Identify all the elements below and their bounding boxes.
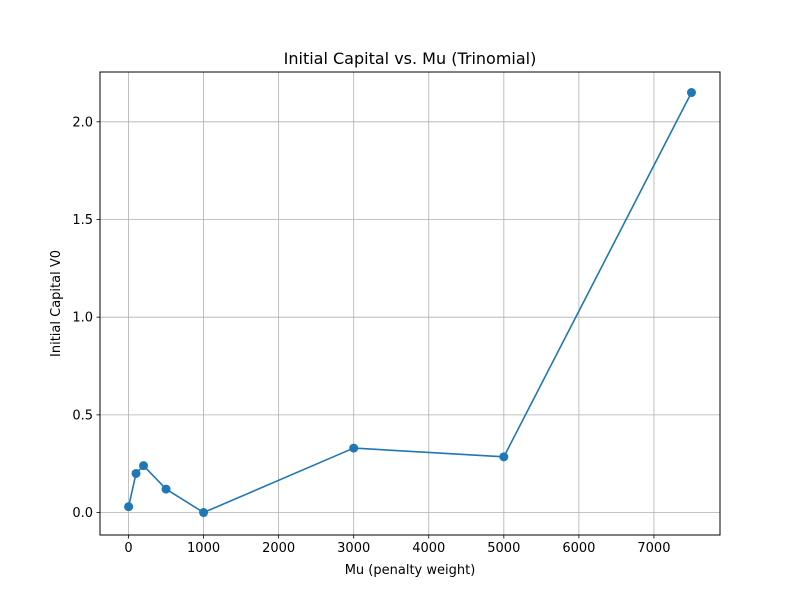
data-point: [349, 443, 359, 453]
x-tick-label: 6000: [562, 541, 595, 556]
y-tick-label: 1.5: [72, 213, 93, 228]
x-tick-label: 2000: [262, 541, 295, 556]
x-tick-label: 7000: [637, 541, 670, 556]
axis-ticks: 0 1000 2000 3000 4000 5000 6000 7000 0.0 0.5 1.0 1.…: [72, 115, 670, 556]
data-point: [499, 452, 509, 462]
grid: [100, 72, 720, 535]
y-tick-label: 0.0: [72, 506, 93, 521]
chart-title: Initial Capital vs. Mu (Trinomial): [284, 49, 537, 68]
plot-area-frame: [99, 71, 721, 536]
data-point: [131, 468, 141, 478]
x-tick-label: 1000: [187, 541, 220, 556]
data-point: [124, 502, 134, 512]
x-tick-label: 0: [124, 541, 132, 556]
data-point: [139, 461, 149, 471]
data-point: [686, 88, 696, 98]
series-group: [124, 88, 696, 518]
y-axis-label: Initial Capital V0: [49, 250, 64, 357]
y-tick-label: 0.5: [72, 408, 93, 423]
x-tick-label: 5000: [487, 541, 520, 556]
data-point: [199, 508, 209, 518]
x-axis-label: Mu (penalty weight): [345, 563, 476, 578]
x-tick-label: 3000: [337, 541, 370, 556]
x-tick-label: 4000: [412, 541, 445, 556]
data-point: [161, 484, 171, 494]
y-tick-label: 1.0: [72, 311, 93, 326]
y-tick-label: 2.0: [72, 115, 93, 130]
